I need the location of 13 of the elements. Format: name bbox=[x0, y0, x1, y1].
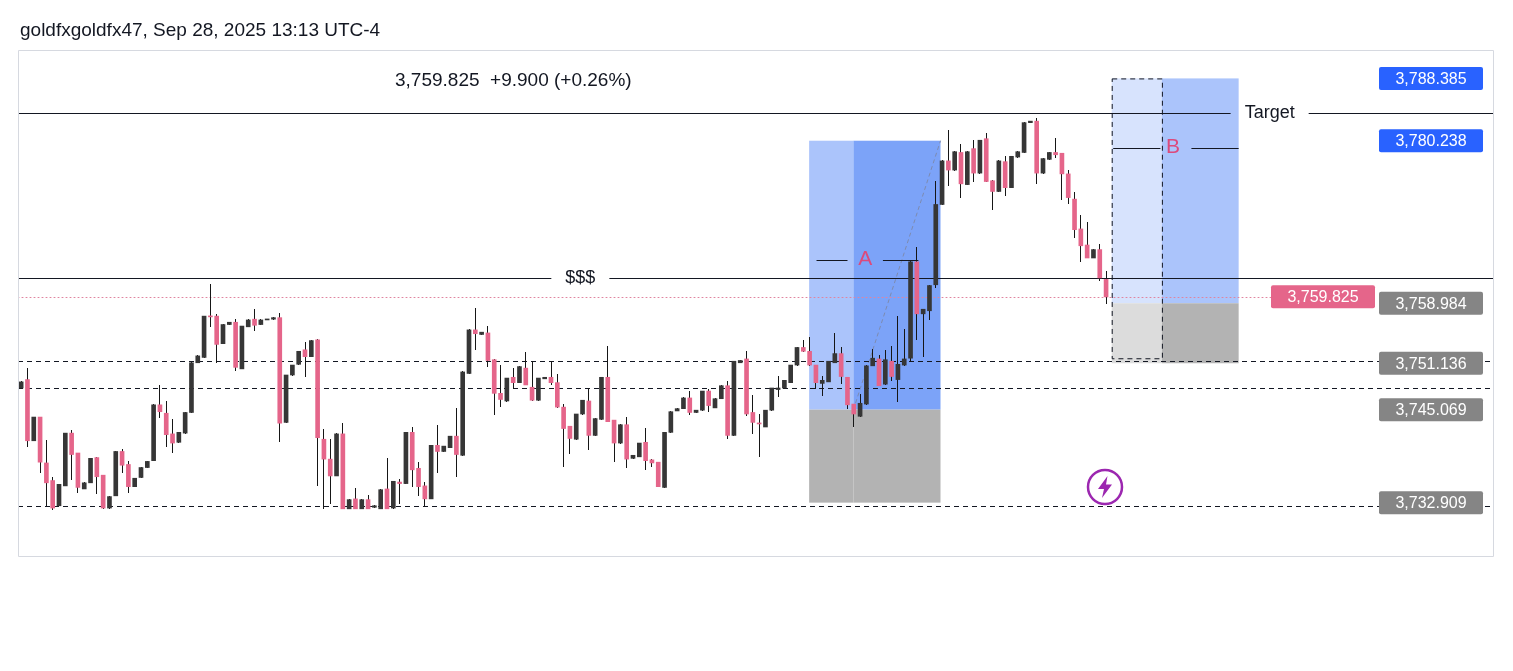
y-tick-label: 3,751.136 bbox=[1395, 354, 1467, 372]
chart-title: goldfxgoldfx47, Sep 28, 2025 13:13 UTC-4 bbox=[20, 18, 381, 42]
annotation: A bbox=[858, 246, 873, 270]
y-tick-label: 3,788.385 bbox=[1395, 69, 1467, 87]
ref-line-label: Target bbox=[1244, 102, 1295, 123]
text: 3,759.825 +9.900 (+0.26%) bbox=[395, 68, 632, 92]
y-tick-label: 3,732.909 bbox=[1395, 494, 1467, 512]
y-tick-label: 3,780.238 bbox=[1395, 132, 1467, 150]
y-tick-label: 3,745.069 bbox=[1395, 401, 1467, 419]
ref-line-label: 3,759.825 bbox=[1287, 288, 1359, 306]
annotation: B bbox=[1165, 134, 1180, 158]
ref-line-label: $$$ bbox=[565, 267, 596, 288]
y-tick-label: 3,758.984 bbox=[1395, 294, 1467, 312]
